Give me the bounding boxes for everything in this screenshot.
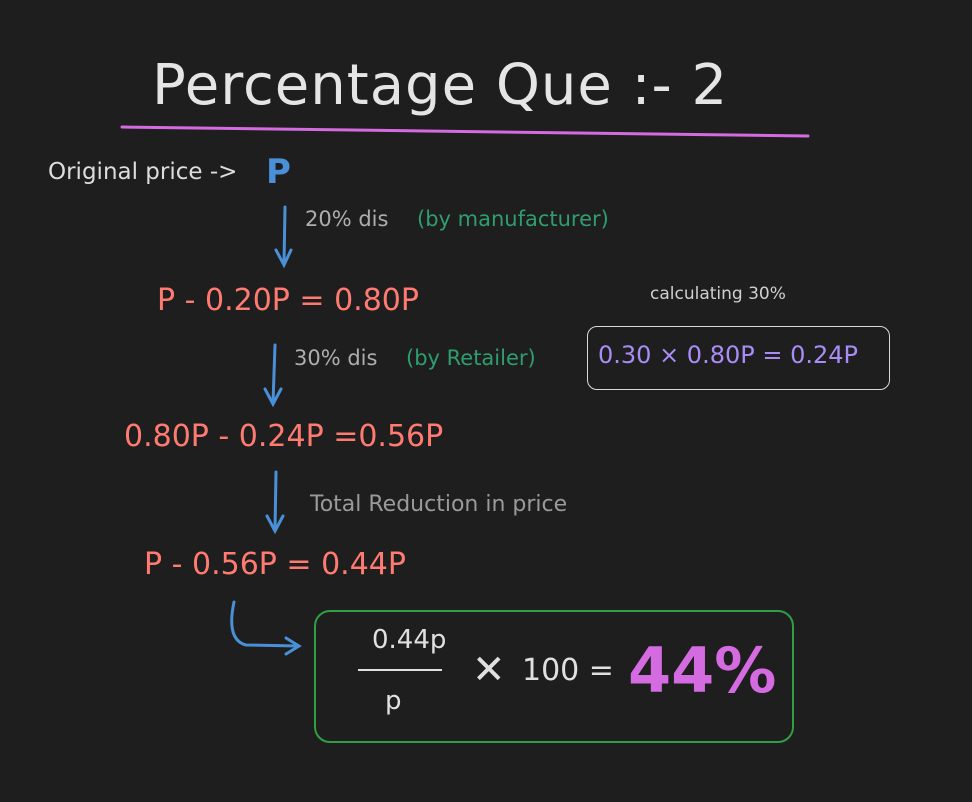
step-2-label: 30% dis (294, 346, 378, 370)
equation-2: 0.80P - 0.24P =0.56P (124, 419, 444, 454)
step-1-label: 20% dis (305, 207, 389, 231)
total-reduction-label: Total Reduction in price (310, 492, 568, 517)
fraction-bar (358, 669, 442, 671)
step-1-note: (by manufacturer) (417, 207, 609, 231)
multiplier-text: 100 = (522, 653, 614, 688)
fraction-numerator: 0.44p (372, 625, 447, 655)
curved-arrow (230, 600, 302, 656)
equation-1: P - 0.20P = 0.80P (157, 283, 419, 318)
down-arrow-2 (263, 343, 283, 408)
result-box (314, 610, 794, 743)
side-calc-label: calculating 30% (650, 284, 786, 304)
multiply-icon: ✕ (472, 647, 506, 693)
step-2-note: (by Retailer) (406, 346, 536, 370)
title-underline (120, 125, 810, 138)
down-arrow-1 (274, 205, 293, 269)
down-arrow-3 (265, 470, 285, 535)
fraction-denominator: p (385, 686, 402, 716)
side-calc-expression: 0.30 × 0.80P = 0.24P (598, 341, 858, 369)
original-price-label: Original price -> (48, 159, 238, 185)
page-title: Percentage Que :- 2 (152, 53, 729, 118)
equation-3: P - 0.56P = 0.44P (144, 547, 406, 582)
side-calc-box (587, 326, 890, 390)
final-answer: 44% (628, 634, 777, 707)
original-price-variable: P (266, 152, 291, 192)
